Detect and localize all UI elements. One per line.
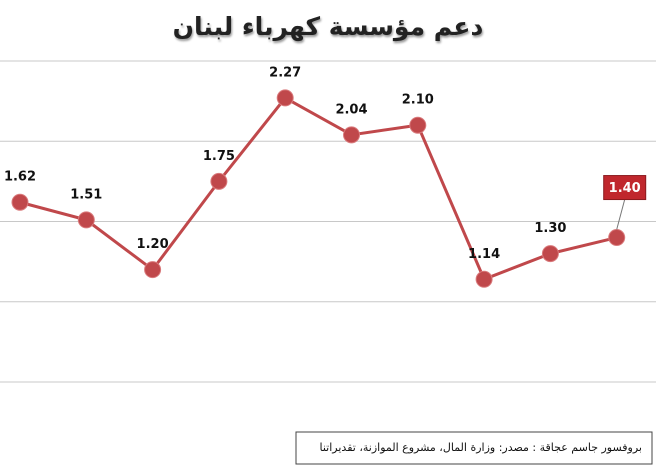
data-label: 2.04 — [335, 102, 367, 117]
label-box — [603, 175, 647, 201]
marker — [409, 116, 427, 134]
marker — [77, 211, 95, 229]
marker — [343, 126, 360, 144]
data-label: 2.10 — [402, 93, 434, 108]
marker — [144, 261, 162, 279]
data-label: 1.20 — [137, 237, 169, 252]
data-label: 1.40 — [609, 181, 641, 196]
source-box — [295, 431, 653, 465]
marker — [276, 89, 294, 107]
marker — [11, 193, 29, 211]
chart-title: دعم مؤسسة كهرباء لبنان — [173, 12, 484, 42]
data-label: 1.14 — [468, 247, 500, 262]
data-label: 2.27 — [269, 65, 301, 80]
marker — [475, 270, 493, 288]
data-line — [19, 95, 618, 282]
data-label: 1.51 — [70, 187, 102, 202]
data-label: 1.30 — [534, 221, 566, 236]
source: بروفسور جاسم عجاقة : مصدر: وزارة المال، … — [320, 441, 642, 454]
marker — [210, 172, 228, 190]
label-leader — [616, 199, 626, 230]
data-label: 1.75 — [203, 149, 235, 164]
marker — [608, 229, 626, 247]
marker — [541, 245, 559, 263]
data-label: 1.62 — [4, 170, 36, 185]
